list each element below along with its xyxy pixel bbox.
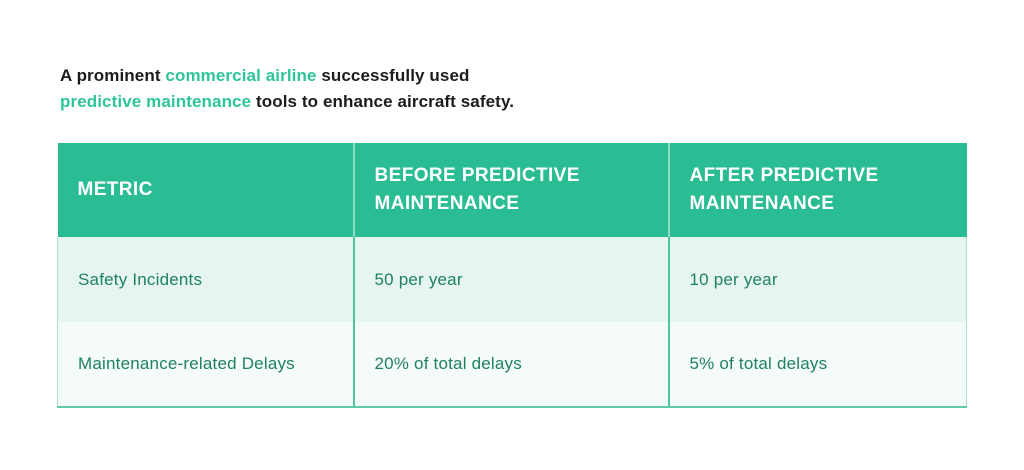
intro-segment: A prominent [60,66,166,85]
intro-text: A prominent commercial airline successfu… [60,63,514,115]
cell-metric: Safety Incidents [57,237,354,322]
comparison-table-container: METRIC BEFORE PREDICTIVE MAINTENANCE AFT… [57,143,967,408]
column-header-before: BEFORE PREDICTIVE MAINTENANCE [352,143,669,237]
comparison-table: METRIC BEFORE PREDICTIVE MAINTENANCE AFT… [57,143,967,408]
intro-segment: tools to enhance aircraft safety. [251,92,515,111]
table-row: Maintenance-related Delays 20% of total … [57,322,967,408]
table-header-row: METRIC BEFORE PREDICTIVE MAINTENANCE AFT… [57,143,967,237]
intro-highlight-commercial-airline: commercial airline [165,66,317,85]
column-header-metric: METRIC [57,143,354,237]
cell-before: 50 per year [352,237,669,322]
cell-metric: Maintenance-related Delays [57,322,354,408]
column-header-after: AFTER PREDICTIVE MAINTENANCE [667,143,967,237]
intro-highlight-predictive-maintenance: predictive maintenance [60,92,252,111]
intro-segment: successfully used [316,66,470,85]
table-row: Safety Incidents 50 per year 10 per year [57,237,967,322]
cell-after: 10 per year [667,237,967,322]
cell-after: 5% of total delays [667,322,967,408]
cell-before: 20% of total delays [352,322,669,408]
